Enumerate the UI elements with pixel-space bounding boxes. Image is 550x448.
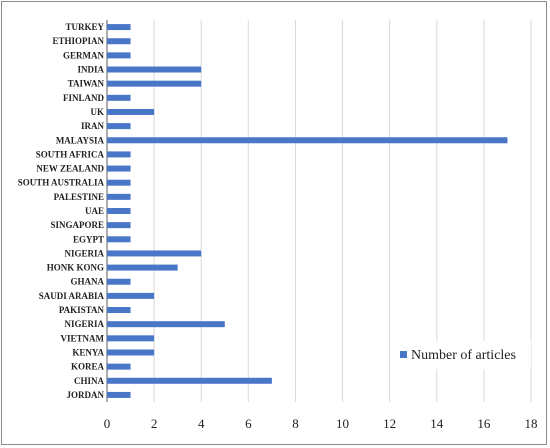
legend: Number of articles bbox=[393, 341, 531, 369]
category-label: FINLAND bbox=[63, 93, 105, 103]
bar bbox=[107, 278, 131, 285]
x-tick-label: 4 bbox=[198, 416, 205, 431]
x-tick-label: 10 bbox=[336, 416, 349, 431]
bar bbox=[107, 108, 155, 115]
x-tick-label: 0 bbox=[104, 416, 111, 431]
category-label: KENYA bbox=[72, 347, 104, 357]
category-label: NEW ZEALAND bbox=[36, 164, 104, 174]
category-label: HONK KONG bbox=[47, 263, 104, 273]
bar bbox=[107, 94, 131, 101]
category-label: IRAN bbox=[81, 121, 105, 131]
bar bbox=[107, 66, 202, 73]
category-label: ETHIOPIAN bbox=[52, 36, 104, 46]
category-label: TURKEY bbox=[65, 22, 104, 32]
category-labels: TURKEY ETHIOPIAN GERMAN INDIA TAIWAN FINLAND U… bbox=[18, 22, 105, 400]
bar bbox=[107, 179, 131, 186]
category-label: KOREA bbox=[71, 362, 105, 372]
legend-label: Number of articles bbox=[411, 348, 516, 363]
bar bbox=[107, 80, 202, 87]
bar bbox=[107, 349, 155, 356]
bar bbox=[107, 335, 155, 342]
bar bbox=[107, 24, 131, 31]
bar bbox=[107, 321, 225, 328]
category-label: EGYPT bbox=[73, 234, 104, 244]
x-tick-label: 8 bbox=[292, 416, 299, 431]
bar bbox=[107, 292, 155, 299]
bar bbox=[107, 151, 131, 158]
category-label: MALAYSIA bbox=[56, 135, 105, 145]
category-label: PALESTINE bbox=[54, 192, 104, 202]
legend-box bbox=[393, 341, 531, 369]
x-tick-label: 16 bbox=[477, 416, 491, 431]
x-tick-label: 2 bbox=[151, 416, 158, 431]
category-label: VIETNAM bbox=[60, 333, 104, 343]
category-label: GERMAN bbox=[63, 50, 104, 60]
category-label: NIGERIA bbox=[64, 319, 104, 329]
category-label: UAE bbox=[85, 206, 104, 216]
bar bbox=[107, 137, 508, 144]
category-label: UK bbox=[91, 107, 105, 117]
bar bbox=[107, 391, 131, 398]
bar bbox=[107, 264, 178, 271]
category-label: PAKISTAN bbox=[59, 305, 105, 315]
category-label: GHANA bbox=[71, 277, 105, 287]
category-label: INDIA bbox=[77, 65, 104, 75]
category-label: SAUDI ARABIA bbox=[39, 291, 105, 301]
bar bbox=[107, 377, 272, 384]
x-tick-label: 6 bbox=[245, 416, 252, 431]
category-label: JORDAN bbox=[67, 390, 105, 400]
x-tick-label: 12 bbox=[383, 416, 396, 431]
legend-swatch bbox=[400, 351, 407, 358]
bar bbox=[107, 222, 131, 229]
category-label: CHINA bbox=[74, 376, 105, 386]
x-tick-label: 14 bbox=[430, 416, 444, 431]
category-label: NIGERIA bbox=[64, 248, 104, 258]
x-tick-label: 18 bbox=[525, 416, 538, 431]
bar bbox=[107, 250, 202, 257]
bar bbox=[107, 165, 131, 172]
category-label: TAIWAN bbox=[68, 79, 105, 89]
bar bbox=[107, 363, 131, 370]
category-label: SOUTH AUSTRALIA bbox=[18, 178, 105, 188]
x-tick-labels: 0 2 4 6 8 10 12 14 16 18 bbox=[104, 416, 538, 431]
bar bbox=[107, 236, 131, 243]
bar bbox=[107, 193, 131, 200]
category-label: SOUTH AFRICA bbox=[36, 149, 105, 159]
bars bbox=[107, 24, 508, 398]
bar bbox=[107, 307, 131, 314]
bar bbox=[107, 52, 131, 59]
category-label: SINGAPORE bbox=[50, 220, 104, 230]
bar bbox=[107, 123, 131, 130]
bar bbox=[107, 38, 131, 45]
bar bbox=[107, 208, 131, 214]
